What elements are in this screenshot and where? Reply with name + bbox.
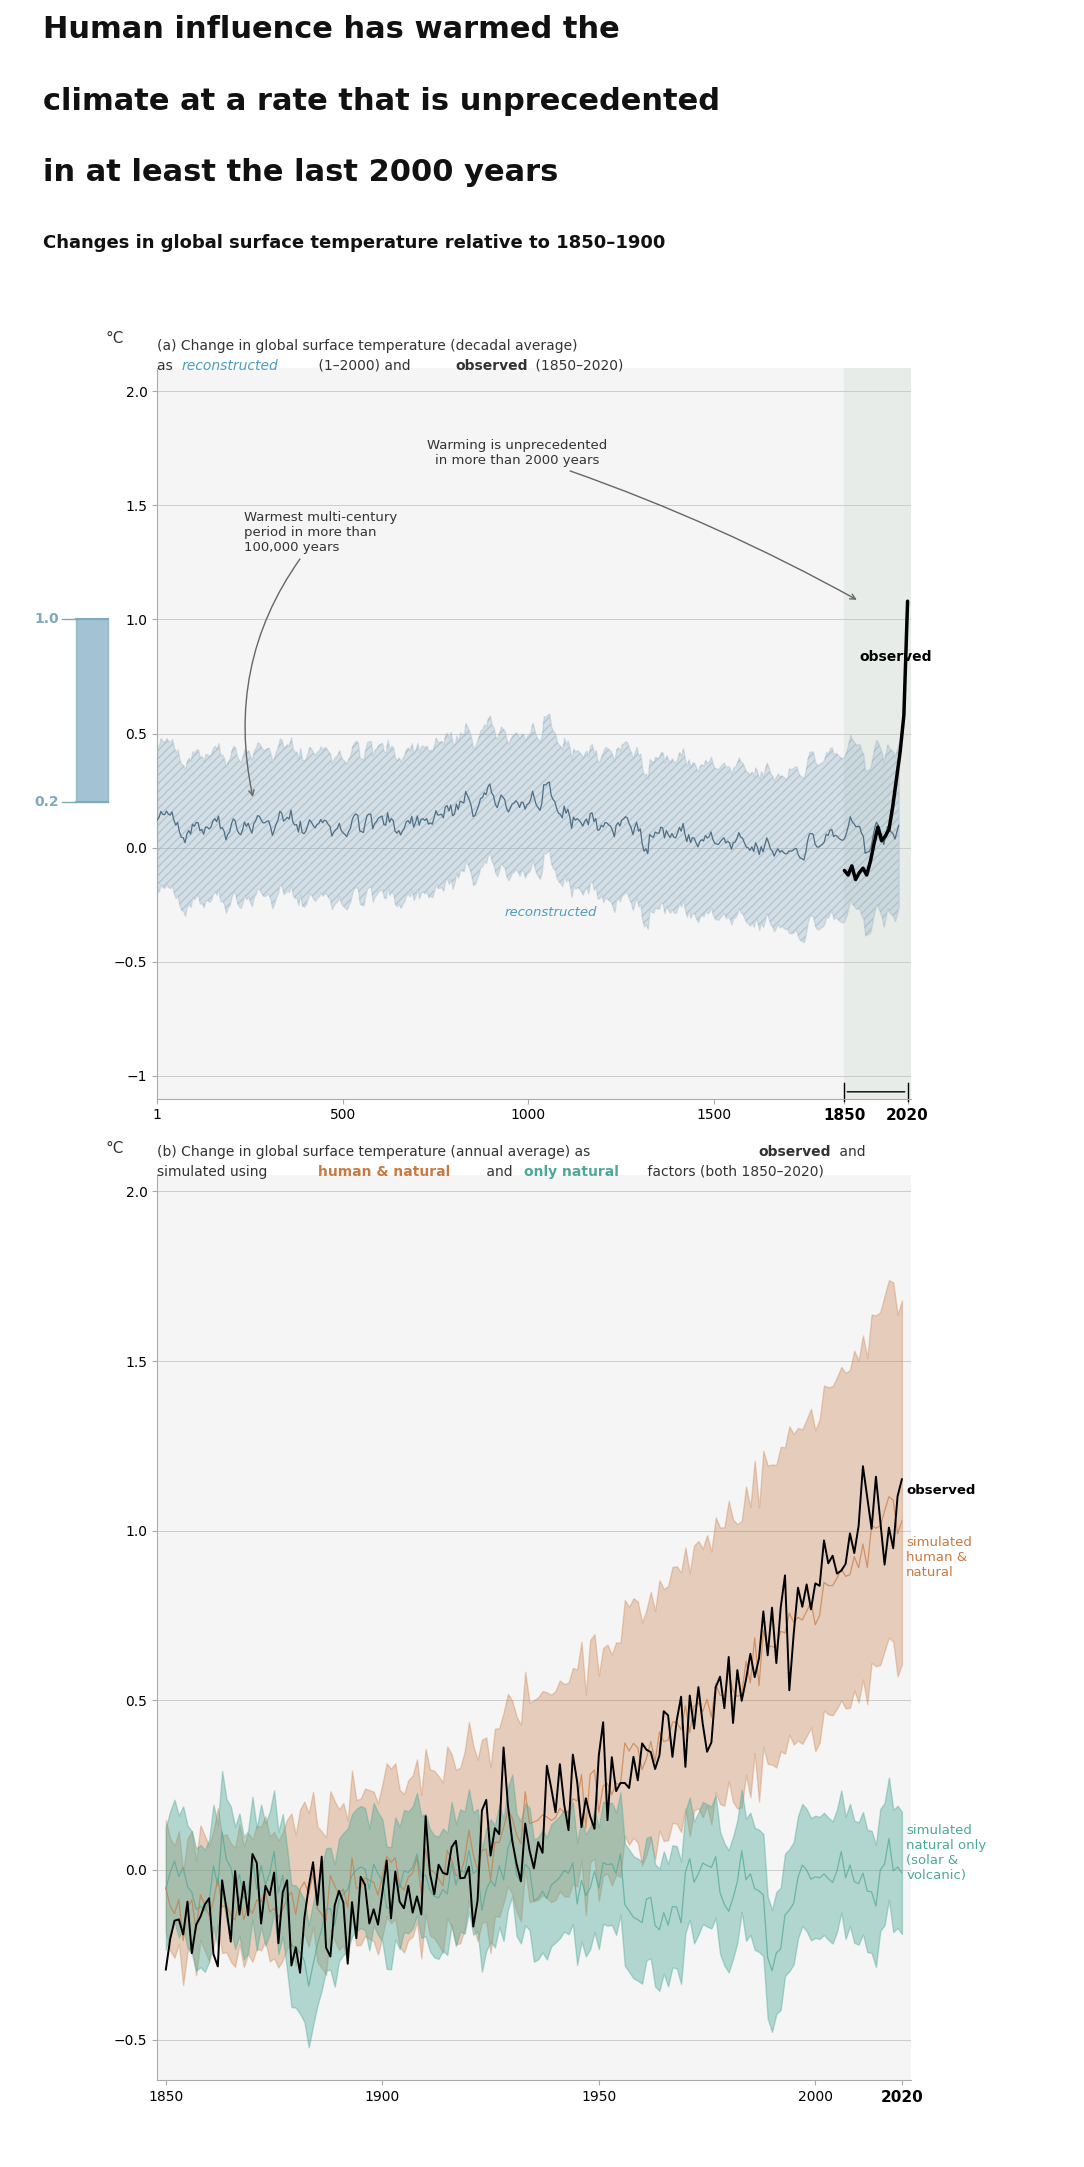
Text: in at least the last 2000 years: in at least the last 2000 years (43, 158, 558, 186)
Text: (b) Change in global surface temperature (annual average) as: (b) Change in global surface temperature… (157, 1146, 595, 1159)
Text: Changes in global surface temperature relative to 1850–1900: Changes in global surface temperature re… (43, 234, 666, 251)
Text: and: and (835, 1146, 865, 1159)
Text: reconstructed: reconstructed (504, 906, 597, 919)
Text: observed: observed (860, 650, 932, 663)
Text: 0.2: 0.2 (35, 795, 59, 808)
Text: 1.0: 1.0 (35, 613, 59, 626)
Text: factors (both 1850–2020): factors (both 1850–2020) (643, 1166, 824, 1179)
Text: and: and (482, 1166, 517, 1179)
Text: (1850–2020): (1850–2020) (531, 360, 623, 373)
Text: Human influence has warmed the: Human influence has warmed the (43, 15, 620, 43)
Text: Warming is unprecedented
in more than 2000 years: Warming is unprecedented in more than 20… (427, 440, 855, 598)
Text: °C: °C (106, 1142, 125, 1157)
Text: (1–2000) and: (1–2000) and (314, 360, 415, 373)
Text: as: as (157, 360, 178, 373)
Text: human & natural: human & natural (318, 1166, 450, 1179)
Text: observed: observed (906, 1484, 976, 1497)
Text: Warmest multi-century
period in more than
100,000 years: Warmest multi-century period in more tha… (244, 511, 398, 795)
Text: observed: observed (455, 360, 528, 373)
Text: simulated
human &
natural: simulated human & natural (906, 1536, 972, 1580)
Text: simulated
natural only
(solar &
volcanic): simulated natural only (solar & volcanic… (906, 1825, 986, 1881)
Text: simulated using: simulated using (157, 1166, 272, 1179)
Text: reconstructed: reconstructed (181, 360, 278, 373)
Bar (844, 368, 912, 1099)
Text: observed: observed (759, 1146, 831, 1159)
Text: °C: °C (106, 332, 125, 347)
Text: climate at a rate that is unprecedented: climate at a rate that is unprecedented (43, 87, 721, 115)
Text: only natural: only natural (524, 1166, 619, 1179)
Text: (a) Change in global surface temperature (decadal average): (a) Change in global surface temperature… (157, 340, 578, 353)
